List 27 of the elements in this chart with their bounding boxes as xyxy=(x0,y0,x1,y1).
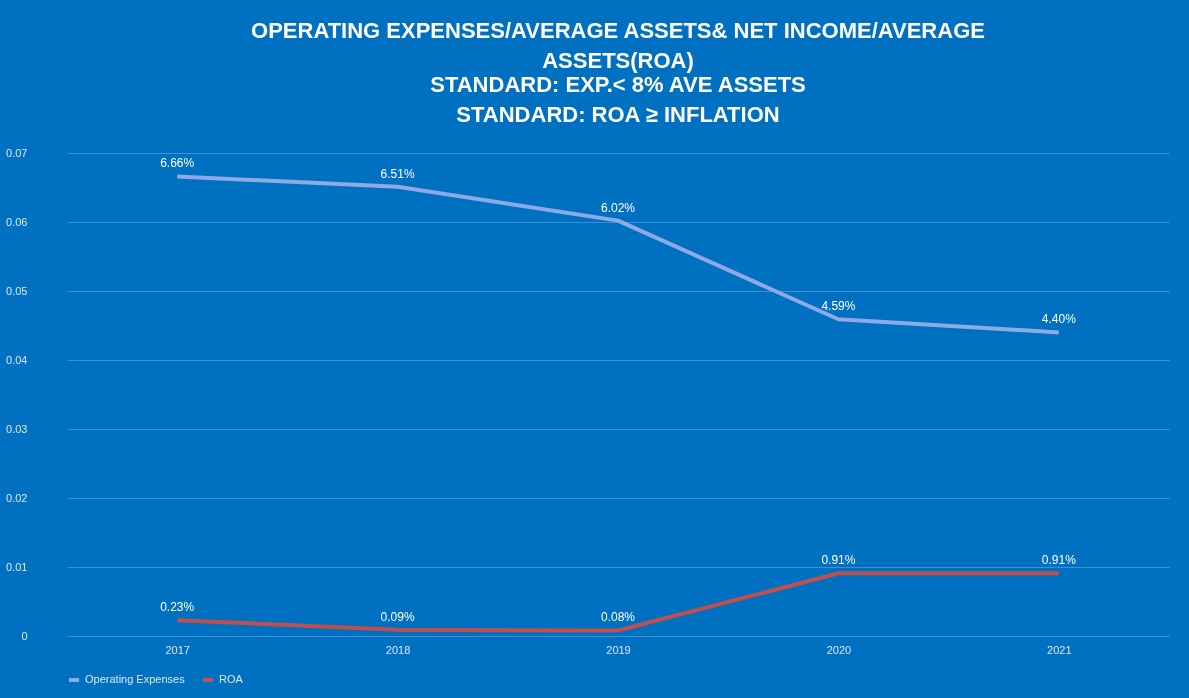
data-label: 0.08% xyxy=(600,610,636,625)
y-tick-label: 0.03 xyxy=(6,422,28,435)
data-label: 0.23% xyxy=(160,600,195,615)
y-tick-label: 0.04 xyxy=(6,353,28,366)
data-label: 4.40% xyxy=(1041,312,1077,327)
data-label: 6.51% xyxy=(380,166,415,181)
chart-title: OPERATING EXPENSES/AVERAGE ASSETS& NET INCOME/AVERAGE ASSETS(ROA) xyxy=(251,18,985,73)
chart-subtitle: STANDARD: EXP.< 8% AVE ASSETS STANDARD: ROA ≥ INFLATION xyxy=(430,72,806,127)
data-label: 6.02% xyxy=(600,200,636,215)
data-label: 4.59% xyxy=(821,299,856,314)
data-label: 0.91% xyxy=(821,553,856,568)
data-label: 6.66% xyxy=(160,156,195,171)
y-tick-label: 0.02 xyxy=(6,491,28,504)
data-label: 0.09% xyxy=(380,609,415,624)
x-tick-label: 2019 xyxy=(606,643,631,656)
y-tick-label: 0.01 xyxy=(6,560,28,573)
x-tick-label: 2018 xyxy=(385,643,411,656)
x-tick-label: 2017 xyxy=(165,643,190,656)
y-tick-label: 0.05 xyxy=(6,284,28,297)
y-tick-label: 0.07 xyxy=(6,146,28,159)
legend-label: Operating Expenses xyxy=(85,673,186,685)
y-tick-label: 0.06 xyxy=(6,215,28,228)
data-label: 0.91% xyxy=(1041,553,1077,568)
y-tick-label: 0 xyxy=(21,629,28,642)
x-tick-label: 2020 xyxy=(826,643,852,656)
x-tick-label: 2021 xyxy=(1047,643,1072,656)
legend-label: ROA xyxy=(219,673,244,685)
